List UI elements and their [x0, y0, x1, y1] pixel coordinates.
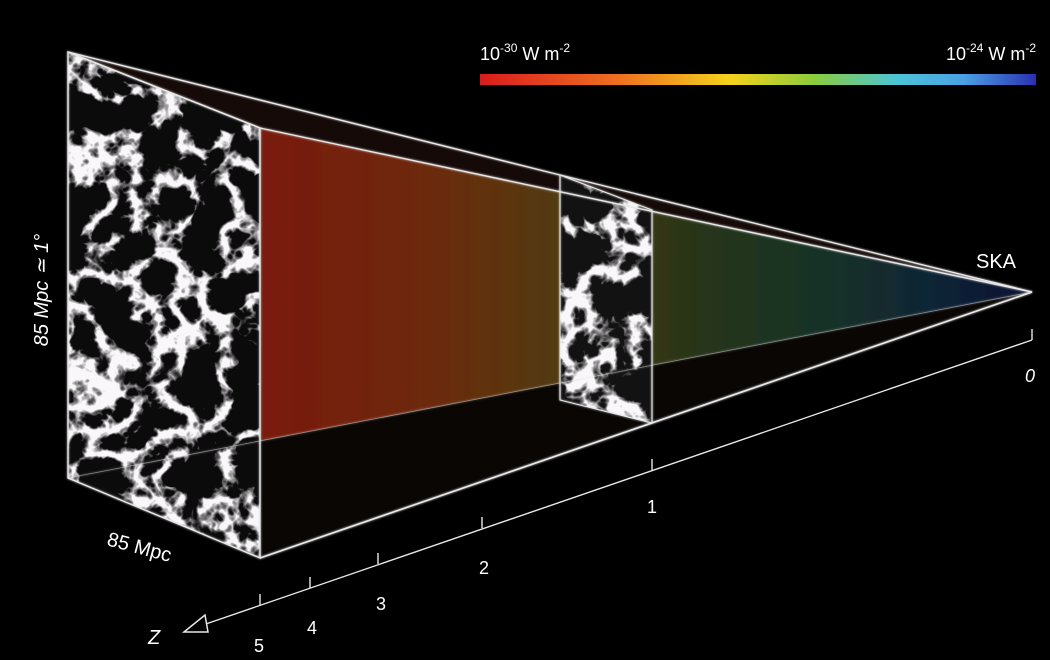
axis-tick-label: 1 [647, 497, 657, 517]
cosmic-web-filaments [68, 52, 260, 558]
colorbar-max-exponent: -24 [966, 41, 984, 55]
colorbar-gradient [480, 74, 1036, 85]
inner-slice-filaments [560, 175, 652, 423]
colorbar-min-label: 10-30 W m-2 [480, 41, 570, 64]
inner-slice-border [559, 174, 653, 424]
colorbar-max-label: 10-24 W m-2 [946, 41, 1036, 64]
colorbar-min-unit: W m [517, 44, 559, 64]
cone-bottom-face [68, 292, 1032, 558]
axis-tick-label: 2 [479, 558, 489, 578]
box-height-label: 85 Mpc ≃ 1° [31, 234, 53, 347]
colorbar-max-base: 10 [946, 44, 966, 64]
axis-tick-label: 0 [1025, 366, 1035, 386]
cone-edges [67, 50, 1033, 560]
cosmic-web-face [68, 52, 260, 558]
colorbar-min-unit-exponent: -2 [559, 41, 570, 55]
axis-line [199, 339, 1033, 627]
axis-tick-label: 3 [376, 594, 386, 614]
axis-tick-label: 5 [254, 636, 264, 656]
colorbar-max-unit: W m [983, 44, 1025, 64]
axis-name-label: Z [147, 627, 161, 649]
edge-bottom [259, 291, 1033, 559]
axis-ticks: 0 1 2 3 4 5 [254, 329, 1035, 656]
telescope-label: SKA [976, 251, 1017, 273]
axis-arrowhead [181, 613, 209, 633]
edge-top-right [259, 127, 1033, 293]
colorbar: 10-30 W m-2 10-24 W m-2 [480, 41, 1036, 85]
colorbar-max-unit-exponent: -2 [1025, 41, 1036, 55]
front-face-border [67, 50, 261, 560]
inner-slice [560, 175, 652, 423]
colorbar-min-base: 10 [480, 44, 500, 64]
edge-bottom-back [67, 291, 1033, 479]
colorbar-min-exponent: -30 [500, 41, 518, 55]
redshift-axis [181, 339, 1033, 633]
axis-tick-label: 4 [307, 618, 317, 638]
